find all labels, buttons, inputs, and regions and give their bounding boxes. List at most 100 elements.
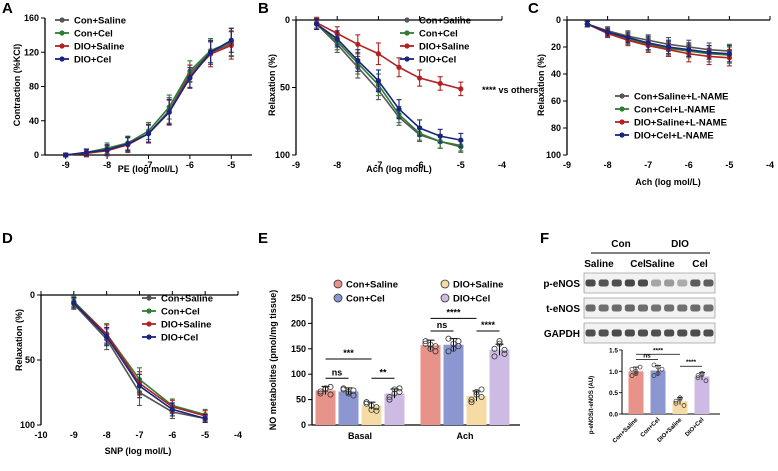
panel-e-bar (338, 391, 359, 425)
panel-f-category-label: Con+Saline (612, 417, 640, 445)
panel-c-legend-label: Con+Saline+L-NAME (634, 92, 729, 103)
panel-f-data-point (651, 373, 657, 378)
panel-c-legend-label: DIO+Saline+L-NAME (634, 118, 727, 129)
blot-row-label: GAPDH (544, 329, 580, 340)
panel-a-series-dio-cel-point (125, 141, 131, 147)
blot-band (677, 304, 688, 312)
panel-c-legend-marker (619, 106, 625, 112)
panel-a-series-dio-cel-point (83, 149, 89, 156)
panel-b-xlabel: Ach (log mol/L) (366, 164, 432, 174)
panel-a-ytick-label: 120 (24, 47, 39, 57)
panel-b-series-dio-cel-point (314, 21, 320, 27)
panel-a-series-dio-cel-point (104, 147, 110, 153)
panel-b-annotation: **** vs others (482, 85, 539, 95)
panel-e-sig-label: ** (379, 367, 387, 377)
panel-a-xlabel: PE (log mol/L) (118, 164, 179, 174)
panel-b-legend-marker (404, 56, 410, 62)
panel-e-data-point (427, 345, 434, 352)
panel-c-ytick-label: 40 (551, 69, 561, 79)
panel-f-category-label: DIO+Cel (685, 417, 706, 438)
panel-letter-c: C (528, 0, 539, 17)
panel-e-data-point (478, 394, 485, 401)
blot-band (624, 304, 635, 312)
panel-c-xtick-label: -7 (644, 160, 652, 170)
panel-a-xtick-label: -9 (62, 160, 70, 170)
blot-band (677, 279, 688, 287)
panel-c-series-dio-cel-l-name-point (726, 51, 733, 57)
panel-b-legend-marker (404, 17, 410, 23)
panel-a-legend-label: Con+Cel (74, 29, 113, 40)
blot-band (611, 329, 622, 337)
panel-c-xtick-label: -8 (604, 160, 612, 170)
panel-c-series-con-saline-l-name-line (587, 23, 730, 52)
blot-band (624, 329, 635, 337)
panel-b-ylabel: Relaxation (%) (267, 54, 277, 116)
panel-f-data-point (633, 371, 639, 376)
panel-b-series-dio-cel-point (396, 106, 402, 112)
panel-e-data-point (496, 340, 503, 347)
panel-e-sig-label: ns (332, 367, 343, 377)
panel-f-data-point (659, 366, 665, 372)
panel-a-legend-marker (59, 56, 65, 62)
panel-c-xtick-label: -9 (563, 160, 571, 170)
panel-e-ytick-label: 0 (301, 420, 306, 430)
panel-e-bar (315, 390, 336, 425)
blot-band (690, 304, 701, 312)
panel-b-ytick-label: 50 (280, 83, 290, 93)
panel-e-data-point (455, 343, 462, 350)
panel-f-ytick-label: 0.5 (609, 390, 618, 397)
panel-a-xtick-label: -7 (144, 160, 152, 170)
blot-band (703, 279, 714, 287)
panel-f-data-point (637, 364, 643, 370)
panel-f-ytick-label: 0.0 (609, 412, 618, 419)
panel-e-data-point (455, 338, 462, 345)
panel-c-legend-marker (619, 132, 625, 138)
panel-a-ylabel: Contraction (%KCl) (12, 44, 22, 127)
panel-b-series-dio-saline-point (375, 51, 381, 57)
panel-e-legend-marker (333, 279, 343, 289)
panel-f-data-point (673, 398, 679, 404)
panel-c-ylabel: Relaxation (%) (536, 54, 546, 116)
blot-row-label: t-eNOS (546, 304, 580, 315)
panel-letter-f: F (540, 230, 549, 247)
panel-letter-a: A (2, 0, 13, 17)
panel-d-legend-label: Con+Saline (161, 294, 213, 305)
panel-e-data-point (501, 346, 508, 353)
panel-b-series-dio-cel-point (458, 137, 464, 143)
blot-band (677, 329, 688, 337)
panel-f-sig-label: ns (643, 352, 651, 359)
blot-band (611, 279, 622, 287)
panel-b-series-dio-saline-point (417, 75, 423, 81)
panel-e-data-point (317, 390, 324, 397)
panel-e-data-point (445, 348, 452, 355)
panel-e-data-point (368, 402, 375, 409)
panel-e-data-point (496, 338, 503, 345)
panel-c-ytick-label: 0 (556, 15, 561, 25)
panel-f-data-point (651, 362, 657, 368)
panel-b-series-dio-cel-point (375, 78, 381, 84)
panel-e-data-point (422, 338, 429, 345)
panel-c-ytick-label: 20 (551, 42, 561, 52)
panel-a-series-dio-cel-point (145, 130, 152, 137)
panel-c-series-dio-saline-l-name-line (586, 23, 730, 59)
blot-subgroup-label: Cel (692, 259, 708, 270)
panel-c-ytick-label: 60 (551, 96, 561, 106)
panel-e-category-label: Ach (456, 431, 473, 441)
panel-b-xtick-label: -8 (333, 160, 341, 170)
panel-a-ytick-label: 160 (24, 13, 39, 23)
panel-a-series-dio-cel-point (208, 49, 214, 55)
panel-c-xlabel: Ach (log mol/L) (635, 177, 701, 187)
panel-c-series-dio-cel-l-name-point (706, 49, 712, 56)
panel-e-ylabel: NO metabolites (pmol/mg tissue) (268, 290, 278, 431)
panel-letter-e: E (258, 230, 268, 247)
blot-band (664, 329, 675, 337)
panel-d-series-dio-cel-point (104, 334, 110, 340)
panel-c-legend-marker (619, 119, 625, 125)
panel-a-legend-marker (59, 30, 65, 36)
panel-a-xtick-label: -5 (227, 160, 235, 170)
panel-e-ytick-label: 100 (291, 369, 306, 379)
panel-e-category-label: Basal (348, 431, 372, 441)
panel-b-series-dio-saline-point (396, 64, 402, 70)
panel-b-legend-label: DIO+Cel (419, 55, 456, 66)
